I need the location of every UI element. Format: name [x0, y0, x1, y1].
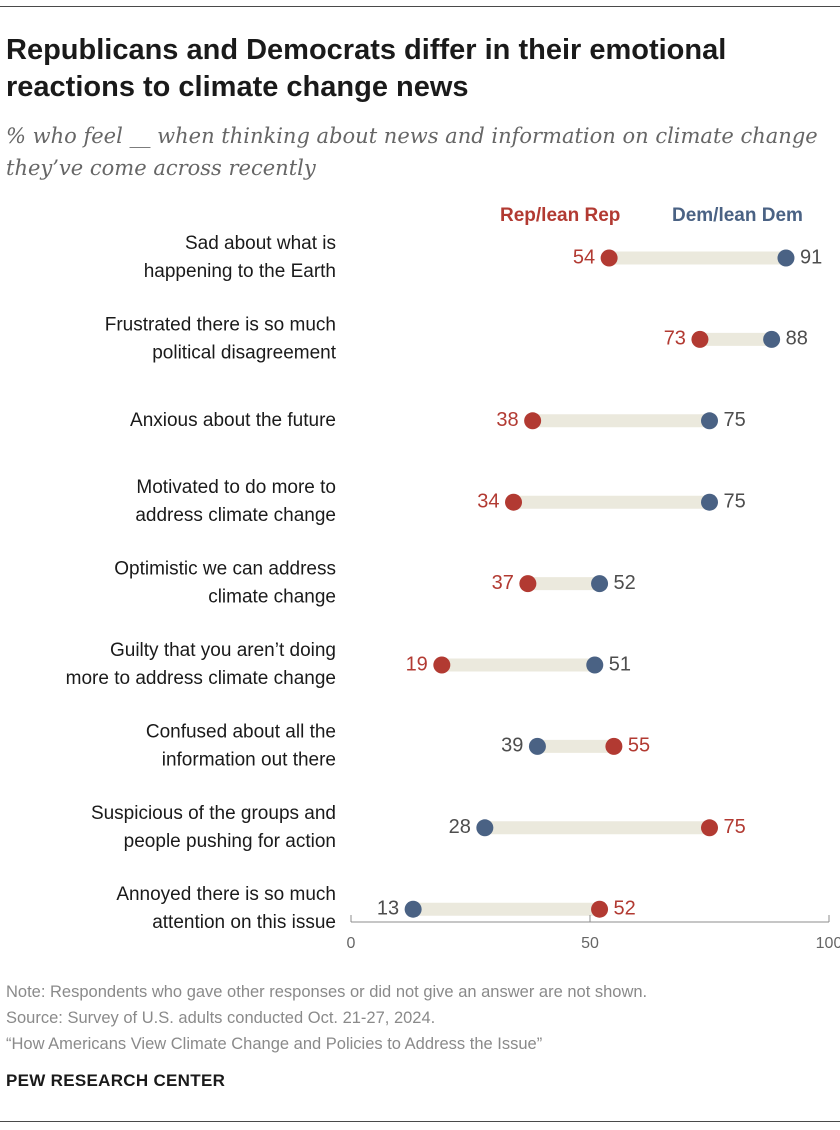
dem-dot [777, 249, 795, 267]
rep-value-label: 75 [724, 816, 746, 838]
rep-dot [600, 249, 618, 267]
dem-value-label: 39 [501, 735, 523, 757]
x-tick-label: 0 [347, 935, 356, 952]
brand-logo-text: PEW RESEARCH CENTER [6, 1071, 226, 1090]
category-label: Motivated to do more to [136, 477, 336, 498]
report-title: “How Americans View Climate Change and P… [6, 1035, 543, 1053]
dem-value-label: 75 [724, 409, 746, 431]
rep-dot [519, 575, 537, 593]
rep-dot [524, 412, 542, 430]
category-label: information out there [162, 749, 336, 770]
category-label: Guilty that you aren’t doing [110, 640, 336, 661]
dem-dot [404, 900, 422, 918]
category-label: Optimistic we can address [114, 559, 336, 580]
dem-value-label: 52 [614, 572, 636, 594]
rep-value-label: 38 [496, 409, 518, 431]
category-label: happening to the Earth [144, 261, 336, 282]
legend-dem: Dem/lean Dem [672, 205, 803, 226]
category-label: more to address climate change [66, 668, 336, 689]
rep-dot [691, 330, 709, 348]
rep-value-label: 73 [664, 328, 686, 350]
legend-rep: Rep/lean Rep [500, 205, 621, 226]
dem-dot [701, 493, 718, 511]
dot-plot: Sad about what is happening to the Earth 5… [66, 233, 840, 952]
chart-title: Republicans and Democrats differ in thei… [6, 34, 727, 103]
dem-dot [586, 656, 604, 674]
rep-dot [605, 737, 623, 755]
chart-subtitle: % who feel __ when thinking about news a… [6, 124, 818, 180]
category-label: Suspicious of the groups and [91, 803, 336, 824]
dem-dot [591, 575, 609, 593]
rep-value-label: 19 [406, 653, 428, 675]
x-tick-label: 50 [581, 935, 599, 952]
rep-value-label: 54 [573, 246, 595, 268]
category-label: Anxious about the future [130, 410, 336, 431]
bottom-rule [0, 1121, 840, 1122]
rep-value-label: 34 [477, 490, 499, 512]
rep-dot [505, 493, 523, 511]
rep-value-label: 55 [628, 735, 650, 757]
footnotes: Note: Respondents who gave other respons… [6, 979, 834, 1057]
dem-value-label: 91 [800, 246, 822, 268]
category-label: climate change [208, 587, 336, 608]
category-label: Annoyed there is so much [116, 884, 336, 905]
dem-value-label: 28 [449, 816, 471, 838]
dem-value-label: 13 [377, 897, 399, 919]
category-label: political disagreement [152, 342, 336, 363]
top-rule [0, 6, 840, 7]
dem-dot [528, 737, 546, 755]
dem-dot [701, 412, 718, 430]
category-label: Frustrated there is so much [105, 314, 336, 335]
category-label: attention on this issue [152, 912, 336, 933]
rep-value-label: 37 [492, 572, 514, 594]
source-text: Source: Survey of U.S. adults conducted … [6, 1009, 436, 1027]
dem-dot [476, 819, 494, 837]
category-label: Sad about what is [185, 233, 336, 254]
rep-value-label: 52 [614, 897, 636, 919]
dem-value-label: 88 [786, 328, 808, 350]
x-tick-label: 100 [816, 935, 840, 952]
dem-value-label: 51 [609, 653, 631, 675]
dem-dot [763, 330, 781, 348]
category-label: Confused about all the [146, 721, 336, 742]
note-text: Note: Respondents who gave other respons… [6, 983, 648, 1001]
rep-dot [433, 656, 451, 674]
rep-dot [591, 900, 609, 918]
dem-value-label: 75 [724, 490, 746, 512]
category-label: address climate change [135, 505, 336, 526]
category-label: people pushing for action [124, 831, 336, 852]
rep-dot [701, 819, 718, 837]
